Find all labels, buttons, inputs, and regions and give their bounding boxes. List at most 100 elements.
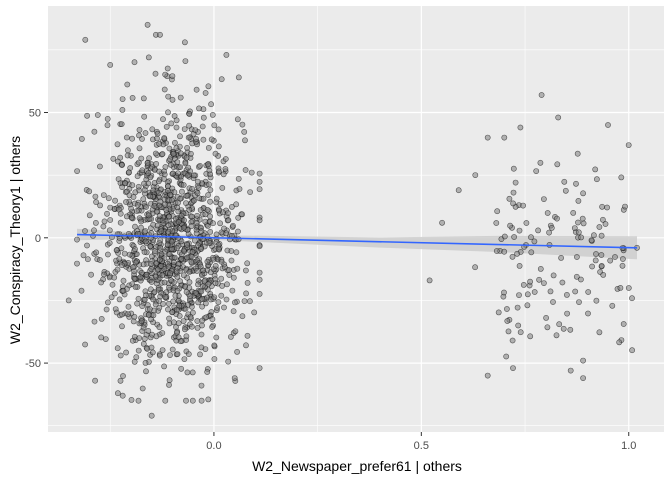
data-point [138,224,144,231]
data-point [212,280,219,286]
data-point [173,145,180,151]
data-point [625,285,632,291]
data-point [571,225,578,231]
data-point [602,221,609,227]
data-point [141,249,148,255]
data-point [148,279,155,285]
data-point [197,351,203,358]
data-point [165,263,172,270]
data-point [215,245,222,252]
data-point [620,256,626,262]
data-point [154,135,160,142]
data-point [149,349,156,356]
data-point [152,273,159,280]
data-point [97,202,103,209]
data-point [131,358,138,365]
data-point [244,332,251,339]
x-tick-label: 1.0 [621,440,636,452]
data-point [562,187,569,194]
data-point [537,265,544,272]
data-point [209,316,216,323]
data-point [527,333,534,340]
data-point [528,234,534,241]
data-point [65,297,72,304]
data-point [103,306,110,313]
data-point [161,363,167,370]
data-point [147,193,154,200]
data-point [98,334,105,341]
data-point [199,123,206,130]
data-point [98,279,104,286]
data-point [213,334,220,341]
data-point [172,292,179,299]
data-point [178,365,185,372]
data-point [166,145,173,152]
data-point [256,243,263,250]
data-point [147,286,154,293]
data-point [215,126,222,133]
data-point [509,253,516,260]
data-point [225,267,232,273]
data-point [195,281,201,288]
data-point [580,220,587,227]
data-point [191,237,198,244]
x-axis: 0.0 0.5 1.0 [206,432,636,452]
data-point [155,189,162,196]
data-point [558,254,564,261]
data-point [205,192,211,198]
data-point [208,136,215,143]
data-point [594,176,600,183]
data-point [247,189,253,195]
data-point [579,215,586,222]
data-point [125,303,132,310]
data-point [141,113,148,120]
data-point [170,170,176,177]
data-point [222,166,229,172]
data-point [165,222,172,229]
data-point [159,330,166,336]
data-point [144,160,151,166]
fit-line-layer [77,233,638,249]
data-point [186,111,193,117]
data-point [159,217,166,224]
data-point [186,206,193,213]
data-point [574,150,581,157]
data-point [117,377,124,384]
data-point [580,190,586,197]
data-point [198,245,204,252]
data-point [140,261,147,268]
data-point [599,203,605,210]
data-point [109,281,116,288]
data-point [155,178,162,185]
data-point [230,308,237,315]
y-tick-label: 0 [35,233,41,245]
data-point [185,351,192,357]
data-point [174,159,181,165]
data-point [180,247,187,254]
data-point [156,256,163,263]
data-point [218,258,225,265]
data-point [501,289,507,296]
data-point [629,347,635,354]
data-point [129,264,136,271]
data-point [140,95,147,102]
data-point [596,224,603,230]
data-point [216,168,222,175]
data-point [93,219,99,226]
data-point [97,163,103,170]
data-point [139,303,146,309]
data-point [572,288,579,295]
data-point [135,295,142,302]
data-point [156,168,163,175]
data-point [165,306,171,313]
data-point [194,268,200,274]
data-point [145,54,152,61]
data-point [523,220,530,226]
data-point [175,208,182,215]
data-point [105,251,111,258]
data-point [535,227,541,234]
data-point [564,291,570,298]
data-point [183,154,190,161]
data-point [233,249,240,256]
data-point [235,175,242,182]
